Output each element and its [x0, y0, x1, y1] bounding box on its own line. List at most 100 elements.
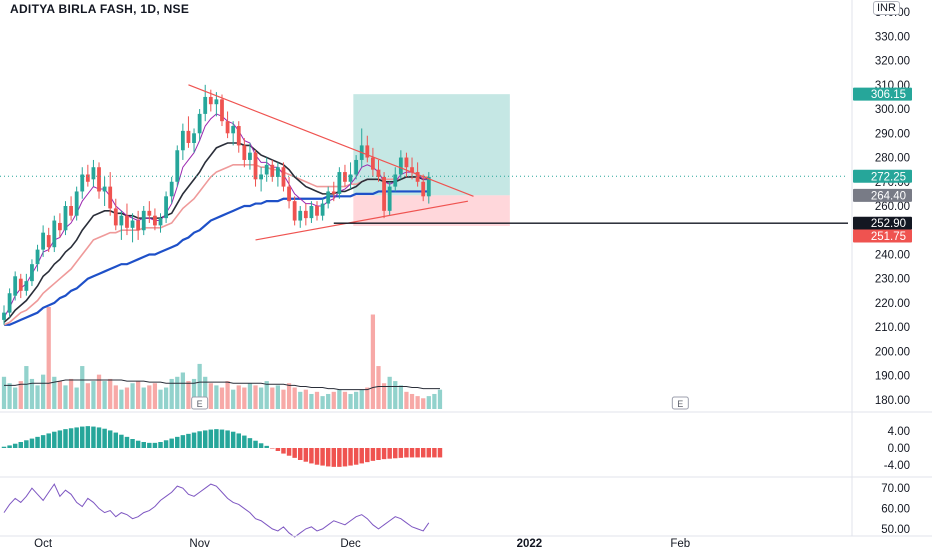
candle [387, 181, 392, 216]
price-tick-label: 280.00 [875, 153, 910, 165]
candle-body [253, 152, 258, 180]
volume-bar [337, 389, 342, 409]
macd-bar [135, 440, 141, 448]
candle [7, 288, 12, 318]
candle [41, 225, 46, 257]
candle [421, 174, 426, 202]
volume-bar [152, 383, 158, 409]
candle [264, 157, 269, 182]
volume-bar [163, 387, 169, 409]
candle-body [57, 222, 62, 231]
candle [242, 138, 247, 168]
candle [57, 213, 62, 238]
candle [410, 157, 414, 180]
macd-bar [376, 448, 381, 460]
volume-bar [24, 366, 29, 409]
macd-bar [12, 443, 18, 448]
candle [371, 147, 375, 177]
macd-bar [404, 448, 409, 458]
volume-bar [387, 376, 392, 409]
entry-price-label: 264.40 [853, 188, 912, 202]
volume-bar [331, 391, 336, 409]
candle-body [264, 164, 269, 175]
candle-body [102, 186, 107, 192]
volume-bar [124, 387, 130, 409]
candle [108, 172, 113, 216]
stop-zone [353, 195, 510, 226]
candle-body [46, 235, 51, 248]
candle-body [415, 172, 420, 182]
macd-bar [270, 448, 275, 449]
candle [147, 201, 152, 223]
macd-bar [409, 448, 415, 458]
time-tick-label: Nov [189, 538, 210, 550]
volume-bar [242, 387, 247, 409]
candle-body [292, 201, 297, 221]
stop-price-label-text: 251.75 [871, 231, 906, 243]
volume-bar [219, 387, 225, 409]
macd-bar [415, 448, 420, 458]
volume-bar [197, 363, 202, 409]
candle-body [41, 232, 46, 250]
candle [69, 196, 73, 221]
volume-bar [13, 387, 18, 409]
candle-body [24, 281, 29, 291]
candle-body [303, 210, 308, 219]
macd-bar [152, 442, 158, 448]
macd-bar [381, 448, 387, 460]
candle [376, 159, 381, 182]
volume-bar [409, 393, 415, 409]
candle-body [164, 196, 168, 219]
macd-bar [35, 436, 40, 448]
volume-bar [298, 391, 303, 409]
candlestick-series [2, 84, 431, 325]
candle [13, 271, 18, 301]
candle [164, 191, 168, 223]
candle [197, 109, 202, 141]
volume-bar [437, 389, 443, 409]
ema-mid-line [3, 142, 429, 323]
candle [320, 198, 325, 221]
candle [326, 186, 331, 209]
volume-bar [398, 385, 403, 409]
candle [35, 244, 40, 272]
macd-bar [432, 448, 437, 458]
candle-body [69, 206, 73, 216]
macd-bar [314, 448, 320, 465]
volume-bar [63, 385, 68, 409]
candle-body [365, 145, 370, 158]
volume-bar [342, 391, 348, 409]
macd-bar [286, 448, 292, 456]
candle-body [309, 206, 314, 219]
earnings-letter: E [677, 399, 683, 409]
volume-bar [29, 378, 35, 409]
macd-bar [63, 429, 68, 448]
macd-bar [91, 426, 96, 448]
price-tick-label: 180.00 [875, 395, 910, 407]
macd-bar [365, 448, 370, 463]
price-gridlines [0, 0, 932, 536]
macd-bar [236, 433, 241, 448]
candle [270, 159, 275, 182]
candle [225, 111, 230, 139]
candle-body [315, 206, 319, 216]
candle [315, 201, 319, 221]
currency-badge[interactable]: INR [873, 1, 900, 15]
candle-body [141, 210, 146, 231]
candle-body [203, 96, 208, 114]
candle-body [125, 215, 129, 228]
candle-body [108, 186, 113, 209]
macd-bar [437, 448, 443, 458]
candle-body [214, 99, 219, 105]
candle-body [85, 174, 90, 182]
candle [303, 203, 308, 226]
candle-body [242, 145, 247, 160]
volume-bar [404, 391, 409, 409]
macd-bar [57, 430, 63, 448]
candle [125, 203, 129, 236]
candle-body [35, 249, 40, 265]
candle [30, 259, 34, 286]
macd-bar [342, 448, 348, 467]
macd-bar [191, 432, 197, 448]
